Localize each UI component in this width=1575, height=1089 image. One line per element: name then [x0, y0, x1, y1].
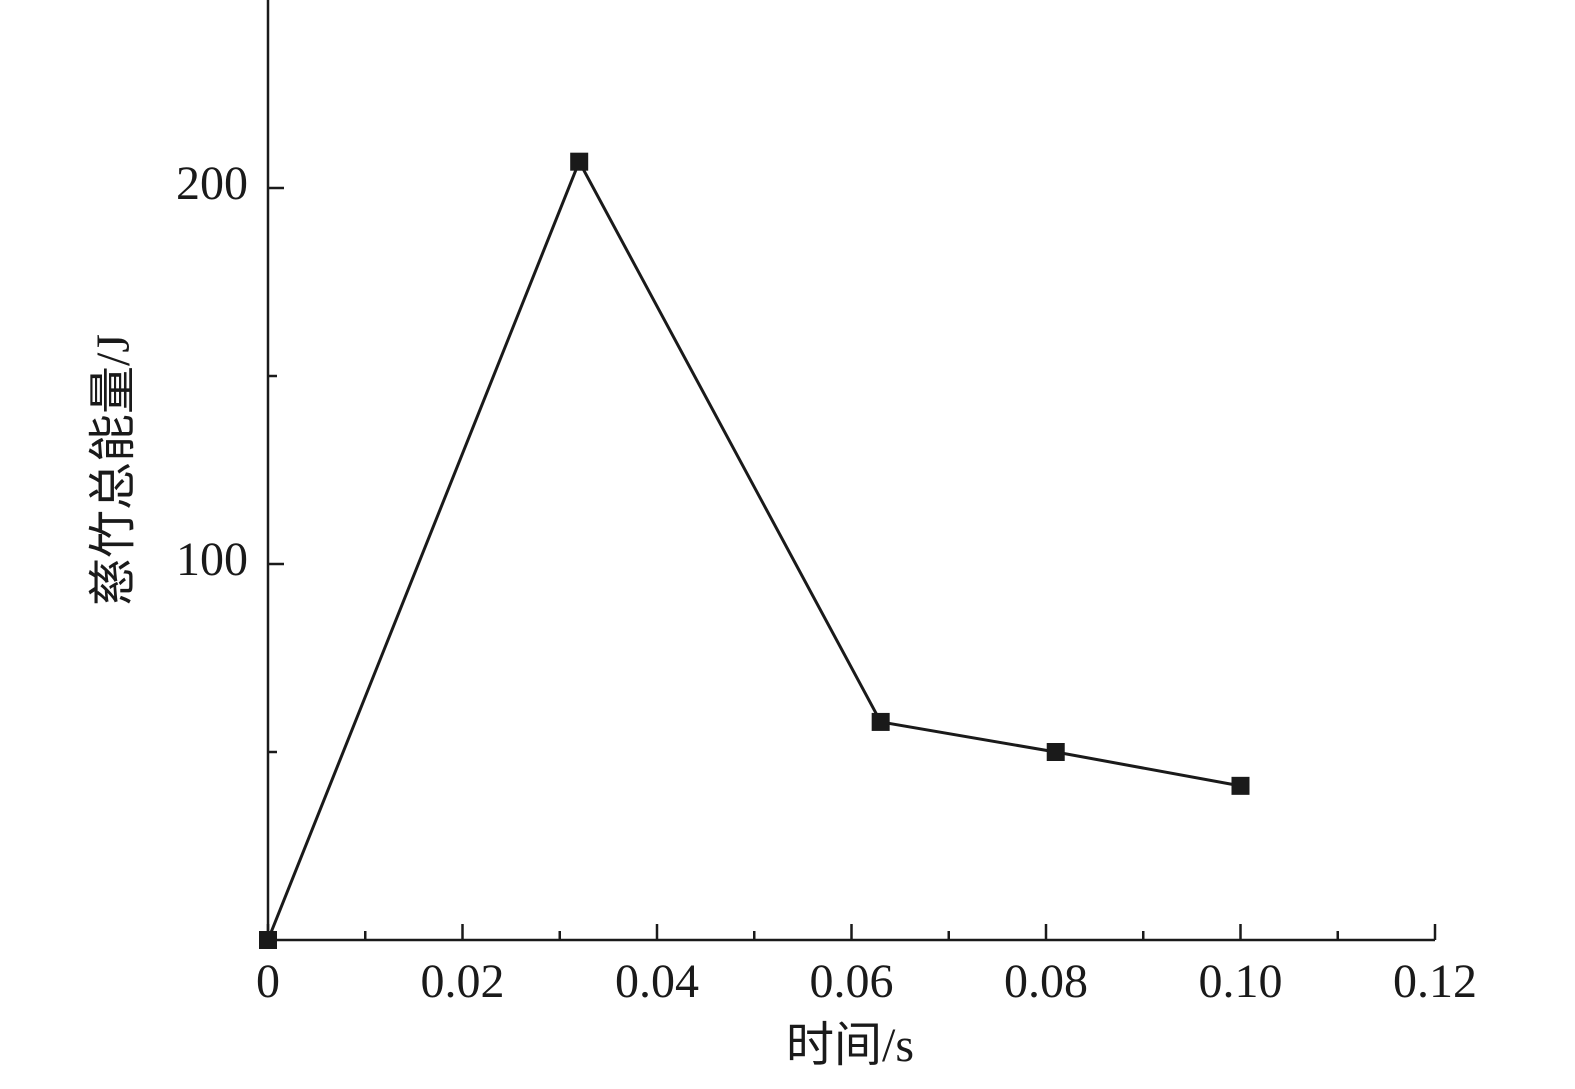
x-tick-label: 0.04 — [615, 955, 699, 1008]
x-tick-label: 0.08 — [1004, 955, 1088, 1008]
marker — [1046, 743, 1065, 761]
line — [266, 158, 1241, 941]
x-axis-label: 时间/s — [786, 1019, 914, 1072]
marker — [570, 152, 589, 171]
y-axis-label: 慈竹总能量/J — [87, 334, 140, 606]
y-tick-label: 100 — [176, 533, 248, 586]
x-tick-label: 0.06 — [810, 955, 894, 1008]
x-tick-label: 0 — [256, 955, 280, 1008]
x-tick-label: 0.02 — [421, 955, 505, 1008]
y-tick-label: 200 — [176, 157, 248, 210]
marker — [1231, 776, 1250, 795]
marker — [871, 712, 890, 731]
marker — [259, 931, 277, 949]
x-tick-label: 0.12 — [1393, 955, 1477, 1008]
x-tick-label: 0.10 — [1199, 955, 1283, 1008]
